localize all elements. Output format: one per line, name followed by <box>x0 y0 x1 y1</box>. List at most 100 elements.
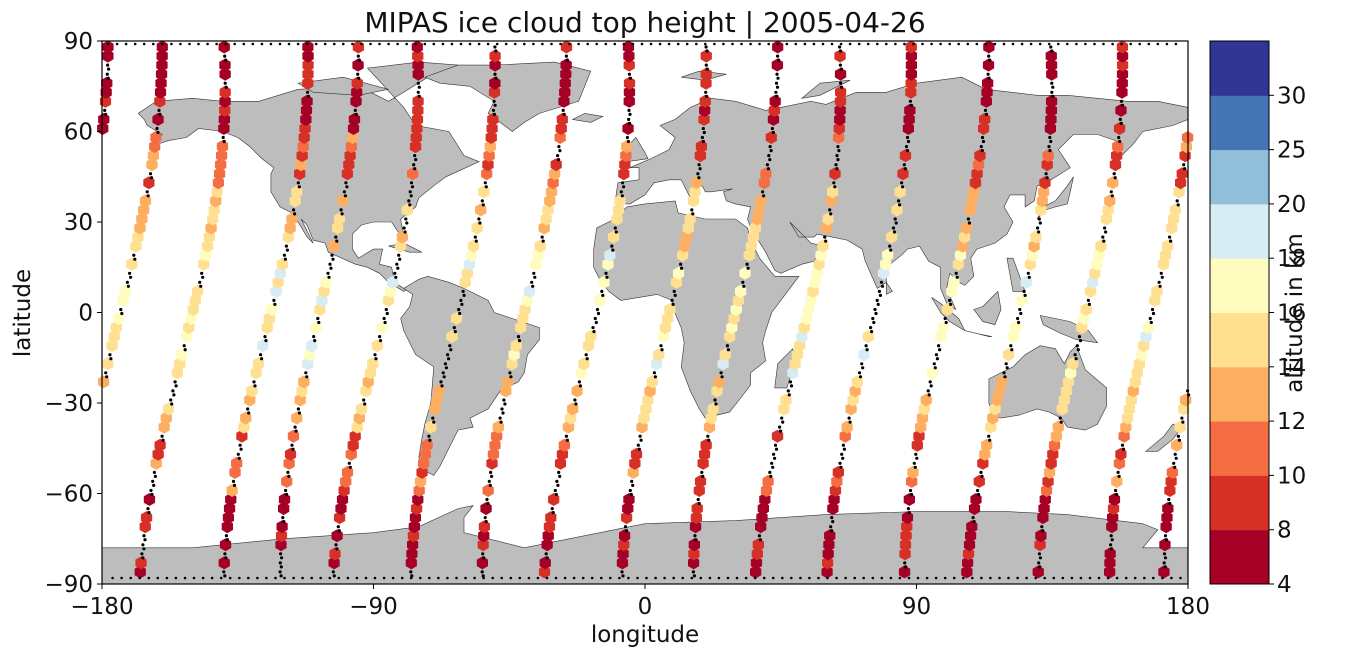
cloud-top-marker <box>968 502 981 516</box>
no-cloud-point <box>830 42 834 46</box>
no-cloud-point <box>722 42 725 46</box>
no-cloud-point <box>773 456 777 460</box>
no-cloud-point <box>1176 434 1180 438</box>
cloud-top-marker <box>920 393 932 407</box>
cloud-top-marker <box>767 112 780 126</box>
no-cloud-point <box>200 271 204 275</box>
cloud-top-marker <box>578 357 590 371</box>
no-cloud-point <box>876 302 880 306</box>
x-axis: −180 −90 0 90 180 <box>70 584 1210 620</box>
cloud-top-marker <box>139 194 152 208</box>
cloud-top-marker <box>1038 502 1050 516</box>
cloud-top-marker <box>614 194 626 208</box>
no-cloud-point <box>440 384 444 388</box>
cloud-top-marker <box>212 176 224 190</box>
cloud-top-marker <box>689 185 701 199</box>
no-cloud-point <box>327 275 331 279</box>
no-cloud-point <box>197 42 200 46</box>
no-cloud-point <box>152 42 155 46</box>
cloud-top-marker <box>739 266 751 280</box>
cloud-top-marker <box>154 85 167 99</box>
no-cloud-point <box>557 158 561 162</box>
no-cloud-point <box>1179 576 1182 580</box>
cloud-top-marker <box>257 339 269 353</box>
no-cloud-point <box>774 81 779 85</box>
no-cloud-point <box>219 576 223 580</box>
cloud-top-marker <box>283 456 295 470</box>
no-cloud-point <box>284 488 288 493</box>
no-cloud-point <box>663 576 666 580</box>
cloud-top-marker <box>478 520 490 534</box>
no-cloud-point <box>775 72 779 76</box>
cloud-top-marker <box>328 239 340 253</box>
no-cloud-point <box>201 275 205 279</box>
no-cloud-point <box>834 163 838 167</box>
cloud-top-marker <box>607 230 620 244</box>
cloud-top-marker <box>828 493 840 506</box>
no-cloud-point <box>481 574 485 578</box>
cloud-top-marker <box>113 312 125 325</box>
no-cloud-point <box>259 353 263 357</box>
no-cloud-point <box>329 266 333 270</box>
no-cloud-point <box>667 42 671 46</box>
cloud-top-marker <box>219 538 232 552</box>
no-cloud-point <box>263 335 267 339</box>
no-cloud-point <box>493 103 497 107</box>
land-arctic-isles <box>297 76 389 96</box>
no-cloud-point <box>459 42 463 46</box>
no-cloud-point <box>786 389 790 393</box>
no-cloud-point <box>393 271 397 275</box>
no-cloud-point <box>345 185 349 189</box>
cloud-top-marker <box>328 556 340 570</box>
cloud-top-marker <box>1108 493 1121 506</box>
cloud-top-marker <box>960 221 973 235</box>
no-cloud-point <box>835 154 839 158</box>
no-cloud-point <box>841 456 845 460</box>
cloud-top-marker <box>425 420 437 434</box>
cloud-top-marker <box>751 547 763 561</box>
no-cloud-point <box>1048 149 1052 153</box>
no-cloud-point <box>142 42 146 46</box>
no-cloud-point <box>356 54 360 58</box>
no-cloud-point <box>478 221 482 225</box>
no-cloud-point <box>439 380 443 384</box>
no-cloud-point <box>673 293 677 297</box>
cloud-top-marker <box>962 556 974 570</box>
cloud-top-marker <box>688 538 700 552</box>
no-cloud-point <box>336 525 340 529</box>
no-cloud-point <box>592 330 596 334</box>
no-cloud-point <box>1050 81 1054 85</box>
colorbar-tick-label: 14 <box>1277 355 1306 381</box>
no-cloud-point <box>770 126 775 131</box>
no-cloud-point <box>601 293 605 297</box>
no-cloud-point <box>1059 420 1063 424</box>
cloud-top-marker <box>341 465 354 479</box>
no-cloud-point <box>1109 190 1113 194</box>
no-cloud-point <box>717 576 721 580</box>
cloud-top-marker <box>900 529 912 543</box>
no-cloud-point <box>1023 293 1027 297</box>
orbit-track <box>538 40 636 579</box>
no-cloud-point <box>562 112 566 116</box>
cloud-top-marker <box>905 49 917 63</box>
no-cloud-point <box>1002 371 1006 375</box>
no-cloud-point <box>1174 456 1178 460</box>
cloud-top-marker <box>487 447 500 461</box>
no-cloud-point <box>417 85 421 89</box>
no-cloud-point <box>628 112 632 116</box>
cloud-top-marker <box>410 502 423 516</box>
no-cloud-point <box>282 253 286 257</box>
cloud-top-marker <box>974 149 986 163</box>
cloud-top-marker <box>1045 49 1057 63</box>
no-cloud-point <box>836 145 840 149</box>
colorbar-tick-label: 30 <box>1277 83 1306 109</box>
no-cloud-point <box>573 398 577 402</box>
cloud-top-marker <box>719 348 731 362</box>
no-cloud-point <box>443 362 447 366</box>
no-cloud-point <box>1110 547 1114 551</box>
no-cloud-point <box>649 42 653 46</box>
no-cloud-point <box>273 302 277 306</box>
cloud-top-marker <box>218 40 230 54</box>
no-cloud-point <box>378 335 382 339</box>
cloud-top-marker <box>407 529 420 543</box>
